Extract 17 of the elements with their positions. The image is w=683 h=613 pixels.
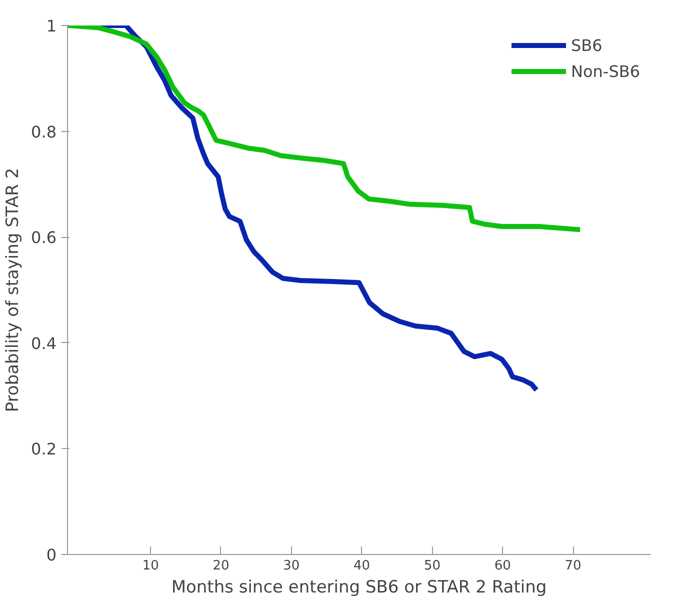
x-tick-label: 40 [354,558,370,574]
x-tick-label: 50 [424,558,441,574]
x-tick-label: 10 [142,558,159,574]
x-tick-label: 20 [212,558,230,574]
x-tick-label: 60 [494,558,511,574]
y-tick-label: 0.8 [31,122,57,142]
x-tick-label: 70 [564,558,582,574]
y-tick-label: 0.4 [31,334,57,353]
y-tick-label: 0 [46,546,57,564]
y-tick-label: 0.2 [31,440,57,459]
y-axis-title: Probability of staying STAR 2 [3,168,24,412]
legend-label: SB6 [571,36,602,54]
x-axis-title: Months since entering SB6 or STAR 2 Rating [171,578,547,598]
y-tick-label: 0.6 [31,228,57,248]
x-tick-label: 30 [283,558,300,574]
legend-label: Non-SB6 [571,62,640,80]
y-tick-label: 1 [46,16,57,36]
